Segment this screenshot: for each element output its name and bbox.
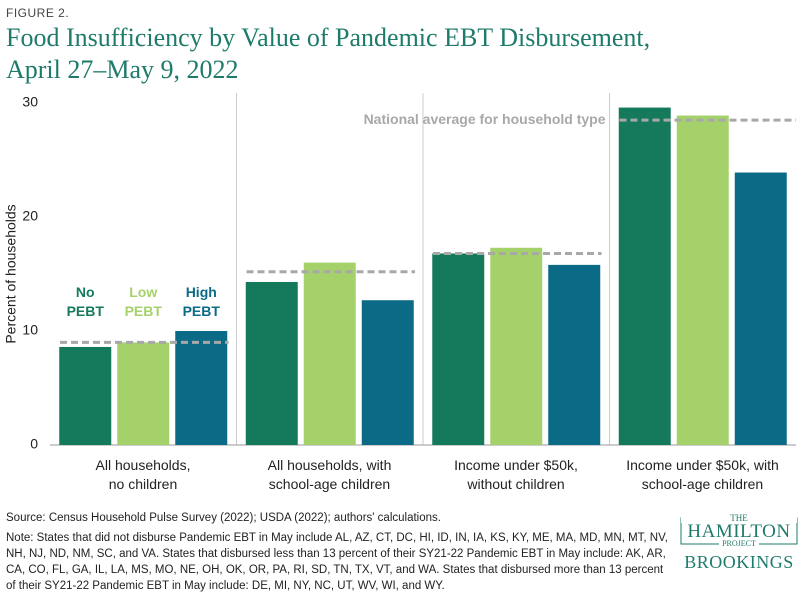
logo-brand: BROOKINGS bbox=[684, 552, 794, 572]
logo-name: HAMILTON bbox=[687, 521, 791, 542]
legend-label: High PEBT bbox=[182, 284, 220, 319]
y-tick-label: 30 bbox=[22, 94, 38, 110]
bar bbox=[734, 172, 787, 446]
bar bbox=[548, 264, 601, 445]
x-tick-label: All households, no children bbox=[95, 457, 191, 492]
x-tick-label: Income under $50k, without children bbox=[454, 457, 578, 492]
y-tick-label: 10 bbox=[22, 322, 38, 338]
bar bbox=[618, 107, 671, 445]
bar bbox=[59, 346, 112, 445]
y-tick-label: 20 bbox=[22, 208, 38, 224]
bar bbox=[175, 331, 228, 445]
legend-label: No PEBT bbox=[66, 284, 104, 319]
bar bbox=[117, 342, 170, 445]
logo-top-text: THE bbox=[727, 513, 751, 523]
y-axis-label: Percent of households bbox=[3, 204, 19, 343]
reference-label: National average for household type bbox=[364, 111, 606, 127]
logo-sub: PROJECT bbox=[681, 539, 797, 548]
x-tick-label: Income under $50k, with school-age child… bbox=[626, 457, 779, 492]
bar bbox=[245, 281, 298, 445]
x-tick-label: All households, with school-age children bbox=[267, 457, 392, 492]
chart-title: Food Insufficiency by Value of Pandemic … bbox=[6, 23, 651, 84]
figure-label: FIGURE 2. bbox=[6, 6, 70, 20]
logo-sub-text: PROJECT bbox=[719, 539, 759, 548]
bar bbox=[303, 262, 356, 445]
y-tick-label: 0 bbox=[30, 436, 38, 452]
note: Note: States that did not disburse Pande… bbox=[6, 532, 668, 592]
bar bbox=[361, 300, 414, 445]
source: Source: Census Household Pulse Survey (2… bbox=[6, 512, 441, 524]
legend-label: Low PEBT bbox=[124, 284, 162, 319]
bar bbox=[432, 253, 485, 445]
bar bbox=[676, 115, 729, 445]
logo-top: THE bbox=[681, 513, 797, 523]
bar bbox=[490, 247, 543, 445]
